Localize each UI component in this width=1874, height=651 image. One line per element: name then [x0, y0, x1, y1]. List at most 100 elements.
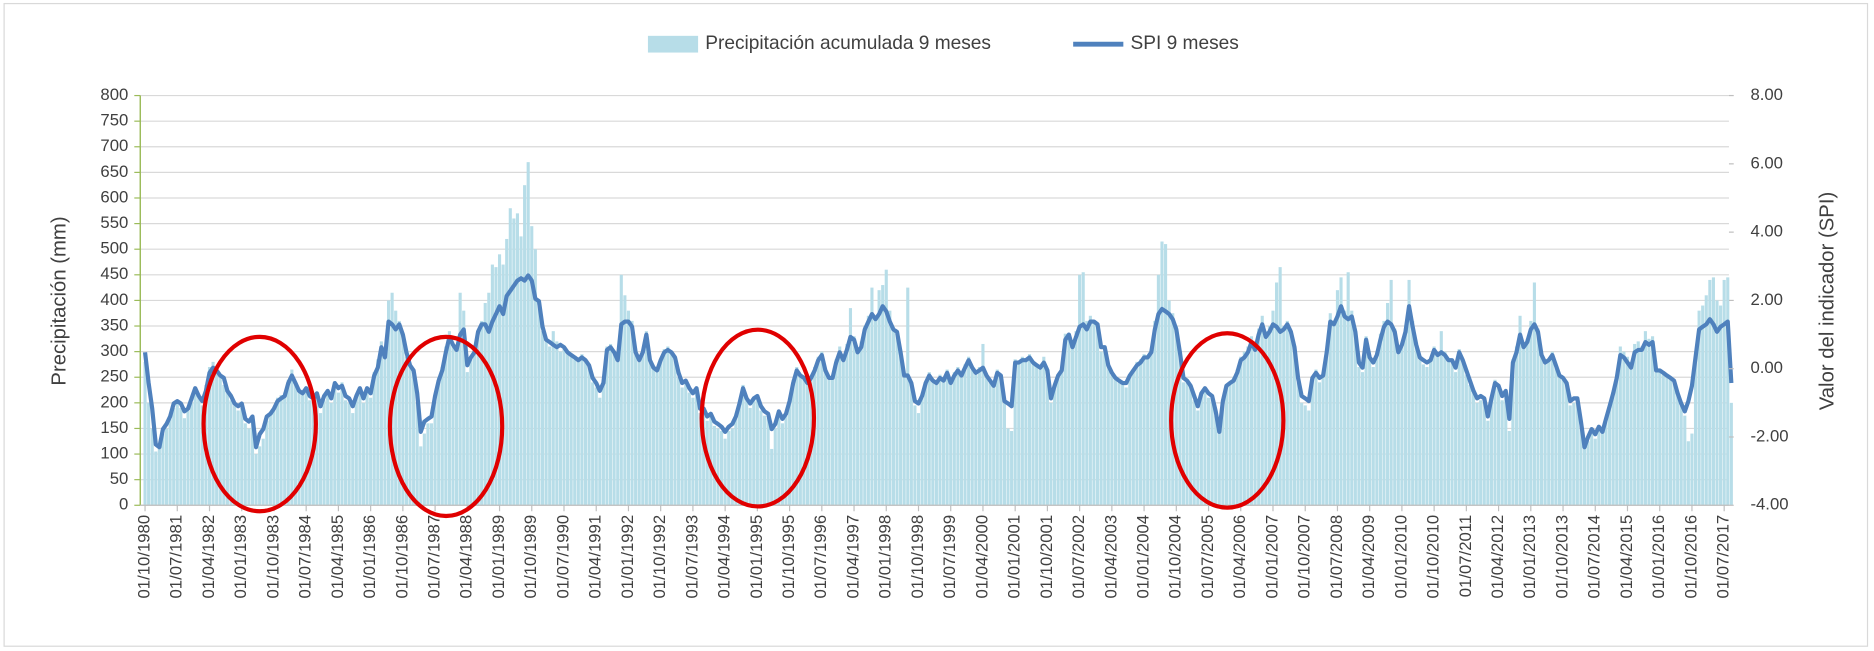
bar [1350, 310, 1354, 506]
x-tick-label: 01/07/2005 [1198, 515, 1217, 599]
bar [1436, 356, 1440, 506]
bar [1242, 351, 1246, 506]
bar [1335, 290, 1340, 506]
bar [1658, 372, 1662, 506]
y2-tick-label: 2.00 [1750, 290, 1783, 309]
bar [258, 446, 262, 506]
bar [1511, 359, 1515, 506]
y-tick-label: 350 [100, 315, 128, 334]
bar [533, 249, 537, 506]
x-tick-label: 01/01/1995 [747, 515, 766, 599]
bar [512, 218, 516, 506]
bar [1017, 361, 1021, 506]
bar [243, 423, 247, 506]
bar [569, 356, 573, 506]
bar [873, 315, 878, 506]
bar [408, 366, 412, 506]
bar [1074, 331, 1078, 506]
bar [143, 361, 147, 506]
bar [1232, 377, 1236, 506]
y-tick-label: 550 [100, 213, 128, 232]
bar [1368, 359, 1372, 506]
bar [1189, 387, 1193, 506]
bar [1464, 374, 1468, 506]
bar [1475, 402, 1479, 506]
x-tick-label: 01/04/1994 [715, 515, 734, 599]
bar [519, 236, 523, 506]
bar [1593, 438, 1597, 506]
bar [1235, 369, 1239, 506]
bar [1690, 433, 1694, 506]
bar [483, 302, 487, 506]
bar [1343, 310, 1347, 506]
bar [215, 372, 219, 506]
bar [702, 410, 706, 506]
bar [1497, 387, 1501, 506]
bar [1260, 315, 1264, 506]
bar [720, 431, 724, 506]
bar [326, 392, 330, 506]
bar [1468, 384, 1472, 506]
bar [591, 382, 595, 506]
bar [737, 405, 742, 506]
bar [712, 425, 716, 506]
y2-axis-title: Valor del indicador (SPI) [1816, 192, 1838, 410]
bar [805, 384, 810, 506]
bar [265, 420, 269, 506]
x-tick-label: 01/01/2016 [1649, 515, 1668, 599]
bar [1135, 361, 1139, 506]
bar [1160, 241, 1164, 506]
bar [583, 361, 588, 506]
bar [1253, 346, 1257, 506]
bar [164, 428, 169, 506]
bars [143, 162, 1733, 506]
bar [1228, 382, 1232, 506]
bar [641, 351, 645, 506]
bar [172, 407, 176, 506]
bar [1303, 405, 1307, 506]
bar [673, 359, 677, 506]
bar [891, 328, 895, 506]
y-tick-label: 0 [119, 495, 128, 514]
bar [1117, 382, 1121, 506]
bar [1314, 369, 1318, 506]
y-tick-label: 500 [100, 239, 128, 258]
bar [1156, 274, 1160, 506]
bar [651, 369, 656, 506]
bar [397, 320, 401, 506]
bar [1428, 359, 1433, 506]
x-tick-label: 01/10/1989 [521, 515, 540, 599]
bar [548, 346, 552, 506]
highlight-ellipse [699, 327, 817, 509]
bar [1540, 356, 1544, 506]
bar [637, 361, 641, 506]
bar [1604, 420, 1608, 506]
bar [211, 361, 215, 506]
bar [247, 428, 251, 506]
bar [254, 454, 258, 506]
x-tick-label: 01/07/1981 [167, 515, 186, 599]
x-tick-label: 01/10/1983 [263, 515, 282, 599]
bar [616, 361, 620, 506]
bar [970, 369, 974, 506]
bar [322, 400, 326, 506]
bar [927, 372, 931, 506]
bar [802, 379, 806, 506]
bar [358, 390, 362, 506]
bar [1106, 366, 1110, 506]
bar [1375, 351, 1379, 506]
bar [369, 397, 373, 506]
bar [1525, 338, 1529, 506]
bar [147, 402, 151, 506]
bar [677, 377, 681, 506]
bar [1063, 333, 1067, 506]
bar [762, 415, 767, 506]
bar [197, 397, 201, 506]
bar [469, 359, 473, 506]
bar [1582, 446, 1587, 506]
bar [1325, 349, 1329, 506]
bar [1060, 366, 1064, 506]
legend-label: Precipitación acumulada 9 meses [705, 33, 991, 54]
bar [447, 331, 451, 506]
